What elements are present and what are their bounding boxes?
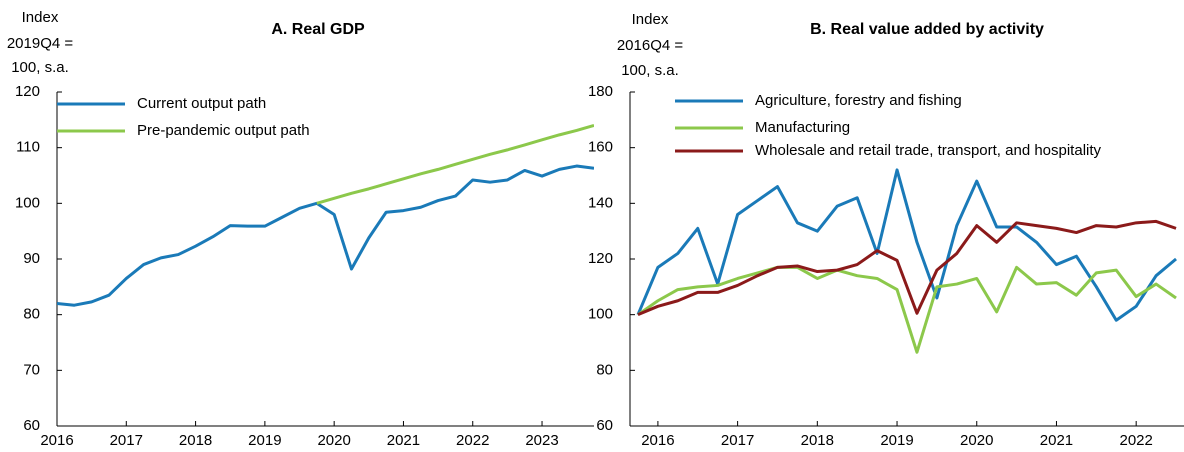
y-tick-label: 60 — [23, 417, 40, 434]
y-tick-label: 120 — [588, 250, 613, 267]
data-line — [637, 265, 1177, 354]
x-tick-label: 2018 — [801, 432, 834, 449]
x-tick-label: 2021 — [387, 432, 420, 449]
y-tick-label: 60 — [596, 417, 613, 434]
y-axis-label: 2019Q4 = — [7, 35, 74, 52]
legend-label: Wholesale and retail trade, transport, a… — [755, 142, 1102, 159]
legend-label: Manufacturing — [755, 119, 850, 136]
y-tick-label: 180 — [588, 83, 613, 100]
legend-label: Pre-pandemic output path — [137, 122, 310, 139]
x-tick-label: 2020 — [960, 432, 993, 449]
y-tick-label: 140 — [588, 194, 613, 211]
y-tick-label: 100 — [15, 194, 40, 211]
y-axis-label: 100, s.a. — [621, 62, 679, 79]
y-tick-label: 70 — [23, 361, 40, 378]
chart-title: B. Real value added by activity — [810, 21, 1044, 38]
y-tick-label: 80 — [596, 361, 613, 378]
x-tick-label: 2019 — [880, 432, 913, 449]
x-tick-label: 2023 — [525, 432, 558, 449]
x-tick-label: 2016 — [641, 432, 674, 449]
x-tick-label: 2022 — [456, 432, 489, 449]
x-tick-label: 2016 — [40, 432, 73, 449]
y-tick-label: 90 — [23, 250, 40, 267]
y-tick-label: 110 — [16, 139, 40, 156]
y-tick-label: 100 — [588, 306, 613, 323]
data-line — [57, 164, 594, 307]
data-line — [316, 123, 594, 205]
y-axis-label: 2016Q4 = — [617, 37, 684, 54]
legend-label: Agriculture, forestry and fishing — [755, 92, 962, 109]
legend-label: Current output path — [137, 95, 266, 112]
chart-title: A. Real GDP — [271, 21, 365, 38]
x-tick-label: 2020 — [317, 432, 350, 449]
data-line — [637, 219, 1177, 317]
x-tick-label: 2017 — [110, 432, 143, 449]
y-axis-label: Index — [22, 9, 59, 26]
y-tick-label: 120 — [15, 83, 40, 100]
x-tick-label: 2019 — [248, 432, 281, 449]
x-tick-label: 2017 — [721, 432, 754, 449]
data-line — [636, 168, 1177, 322]
x-tick-label: 2022 — [1119, 432, 1152, 449]
x-tick-label: 2021 — [1040, 432, 1073, 449]
y-axis-label: Index — [632, 11, 669, 28]
y-tick-label: 80 — [23, 306, 40, 323]
y-tick-label: 160 — [588, 139, 613, 156]
x-tick-label: 2018 — [179, 432, 212, 449]
y-axis-label: 100, s.a. — [11, 59, 69, 76]
